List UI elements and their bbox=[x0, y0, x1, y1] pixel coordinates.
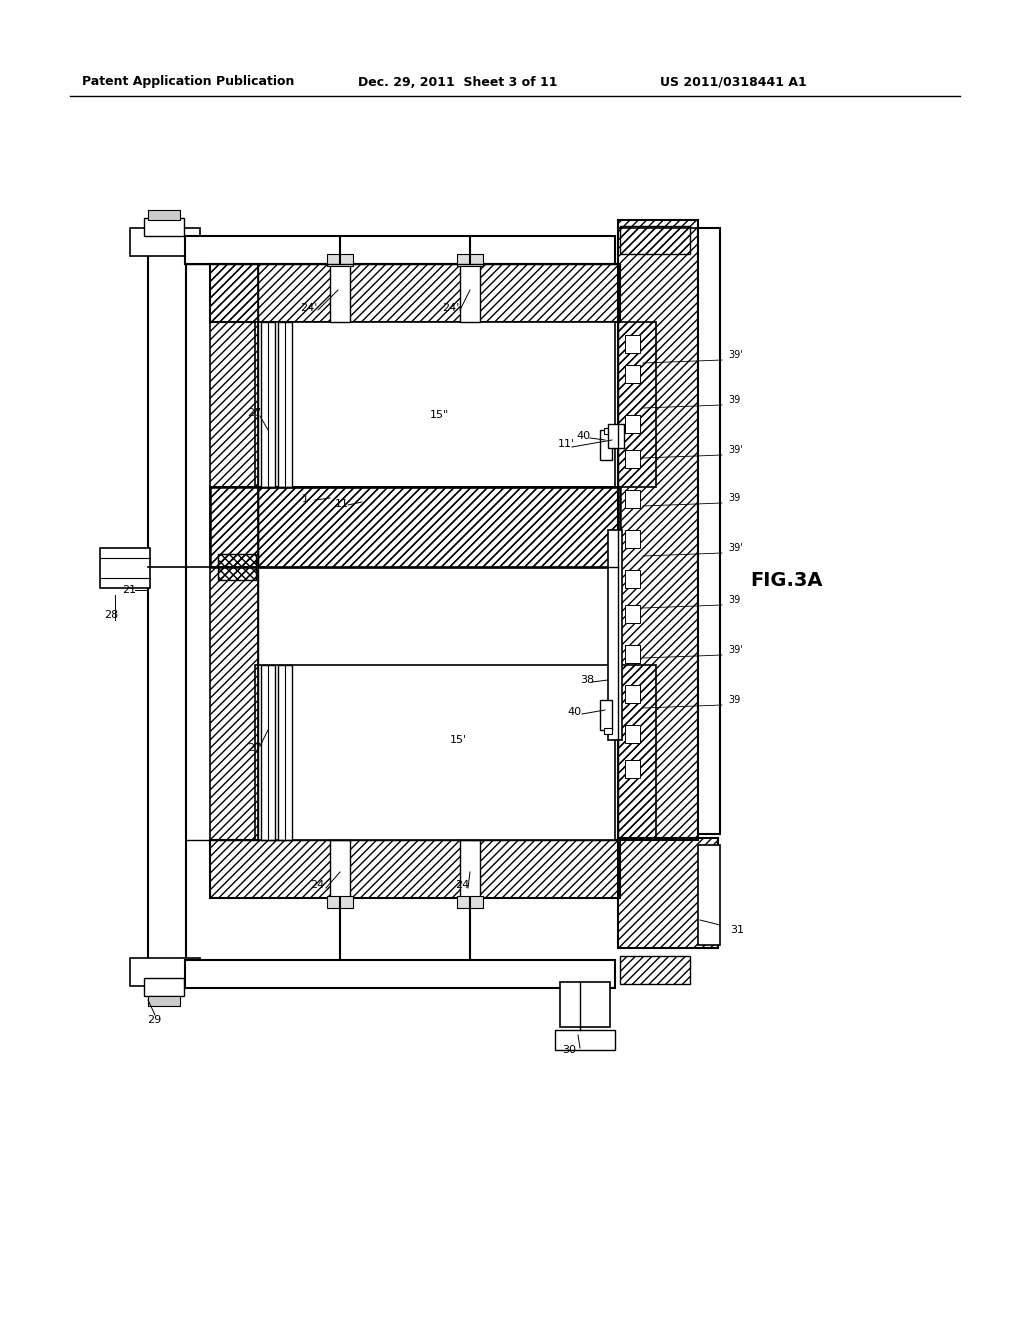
Bar bbox=[278, 322, 292, 487]
Bar bbox=[255, 322, 615, 487]
Text: 15": 15" bbox=[430, 411, 450, 420]
Text: 39': 39' bbox=[728, 445, 742, 455]
Text: 11: 11 bbox=[335, 499, 349, 510]
Text: 39: 39 bbox=[728, 492, 740, 503]
Text: US 2011/0318441 A1: US 2011/0318441 A1 bbox=[660, 75, 807, 88]
Text: 15': 15' bbox=[450, 735, 467, 744]
Bar bbox=[625, 605, 640, 623]
Bar bbox=[130, 228, 200, 256]
Bar bbox=[327, 253, 353, 267]
Bar bbox=[210, 264, 620, 322]
Bar bbox=[618, 665, 656, 840]
Bar bbox=[625, 645, 640, 663]
Bar bbox=[148, 210, 180, 220]
Bar bbox=[618, 322, 656, 487]
Bar bbox=[600, 700, 612, 730]
Text: Patent Application Publication: Patent Application Publication bbox=[82, 75, 294, 88]
Bar bbox=[255, 665, 615, 840]
Text: 28: 28 bbox=[104, 610, 118, 620]
Text: 39: 39 bbox=[728, 696, 740, 705]
Text: 30: 30 bbox=[562, 1045, 575, 1055]
Bar bbox=[148, 230, 186, 960]
Text: 24: 24 bbox=[310, 880, 325, 890]
Bar bbox=[625, 531, 640, 548]
Bar bbox=[460, 840, 480, 898]
Text: 24: 24 bbox=[455, 880, 469, 890]
Bar bbox=[130, 958, 200, 986]
Text: 39: 39 bbox=[728, 595, 740, 605]
Text: 27: 27 bbox=[247, 408, 261, 418]
Text: 24': 24' bbox=[300, 304, 317, 313]
Bar bbox=[600, 430, 612, 459]
Bar bbox=[327, 896, 353, 908]
Bar bbox=[560, 982, 610, 1027]
Bar bbox=[100, 548, 150, 587]
Bar bbox=[620, 226, 690, 253]
Text: 31: 31 bbox=[730, 925, 744, 935]
Text: 39: 39 bbox=[728, 395, 740, 405]
Bar bbox=[210, 264, 258, 487]
Bar bbox=[148, 997, 180, 1006]
Bar bbox=[210, 487, 258, 840]
Bar bbox=[698, 228, 720, 834]
Text: 39': 39' bbox=[728, 350, 742, 360]
Text: 1: 1 bbox=[302, 494, 309, 504]
Bar bbox=[330, 840, 350, 898]
Text: 39': 39' bbox=[728, 543, 742, 553]
Bar bbox=[618, 220, 698, 840]
Bar bbox=[698, 845, 720, 945]
Bar bbox=[604, 729, 612, 734]
Bar bbox=[625, 366, 640, 383]
Bar bbox=[604, 428, 612, 434]
Bar bbox=[144, 218, 184, 236]
Bar bbox=[625, 760, 640, 777]
Bar bbox=[608, 531, 622, 741]
Bar bbox=[210, 487, 620, 568]
Text: 27: 27 bbox=[247, 743, 261, 752]
Bar bbox=[457, 253, 483, 267]
Bar bbox=[457, 896, 483, 908]
Text: FIG.3A: FIG.3A bbox=[750, 570, 822, 590]
Text: 24': 24' bbox=[442, 304, 460, 313]
Text: 40: 40 bbox=[575, 432, 590, 441]
Text: 11': 11' bbox=[558, 440, 575, 449]
Text: 38: 38 bbox=[580, 675, 594, 685]
Bar bbox=[258, 487, 618, 568]
Bar bbox=[218, 554, 256, 579]
Bar bbox=[278, 665, 292, 840]
Bar bbox=[608, 424, 624, 447]
Text: 21: 21 bbox=[122, 585, 136, 595]
Bar bbox=[185, 236, 615, 264]
Bar bbox=[625, 490, 640, 508]
Text: 40: 40 bbox=[567, 708, 582, 717]
Bar bbox=[185, 960, 615, 987]
Text: 29: 29 bbox=[147, 1015, 161, 1026]
Bar bbox=[460, 264, 480, 322]
Bar bbox=[625, 335, 640, 352]
Bar bbox=[620, 956, 690, 983]
Bar bbox=[555, 1030, 615, 1049]
Bar bbox=[330, 264, 350, 322]
Bar bbox=[261, 322, 275, 487]
Text: Dec. 29, 2011  Sheet 3 of 11: Dec. 29, 2011 Sheet 3 of 11 bbox=[358, 75, 557, 88]
Bar bbox=[625, 725, 640, 743]
Bar bbox=[261, 665, 275, 840]
Bar bbox=[210, 840, 620, 898]
Text: 39': 39' bbox=[728, 645, 742, 655]
Bar bbox=[625, 450, 640, 469]
Bar bbox=[625, 414, 640, 433]
Bar bbox=[144, 978, 184, 997]
Bar bbox=[625, 685, 640, 704]
Bar bbox=[618, 838, 718, 948]
Bar bbox=[625, 570, 640, 587]
